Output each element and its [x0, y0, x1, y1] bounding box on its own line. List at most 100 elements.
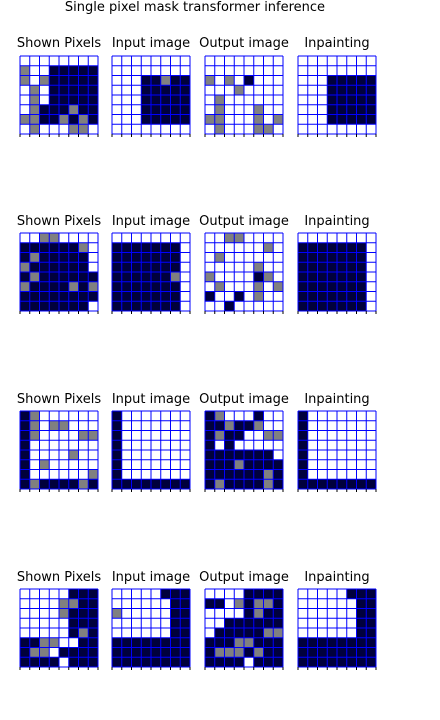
pixel-cell — [141, 450, 151, 460]
pixel-cell — [112, 469, 122, 480]
pixel-cell — [317, 657, 328, 667]
pixel-cell — [224, 479, 235, 489]
pixel-cell — [170, 440, 181, 450]
pixel-cell — [307, 65, 318, 76]
pixel-cell — [160, 291, 171, 302]
pixel-cell — [151, 420, 161, 431]
pixel-cell — [49, 262, 59, 272]
pixel-cell — [244, 252, 254, 263]
pixel-cell — [337, 479, 347, 489]
pixel-cell — [263, 647, 274, 658]
pixel-cell — [234, 242, 244, 253]
pixel-cell — [317, 469, 328, 480]
pixel-cell — [205, 459, 215, 470]
pixel-cell — [337, 301, 347, 311]
pixel-cell — [160, 479, 171, 489]
pixel-cell — [366, 637, 376, 648]
pixel-cell — [160, 242, 171, 253]
pixel-cell — [273, 272, 283, 282]
pixel-cell — [356, 272, 367, 282]
pixel-cell — [205, 608, 215, 619]
pixel-cell — [327, 75, 337, 86]
pixel-cell — [131, 85, 142, 95]
pixel-cell — [160, 114, 171, 125]
input-image-title: Input image — [111, 214, 191, 229]
pixel-cell — [49, 637, 59, 648]
pixel-cell — [170, 411, 181, 421]
pixel-cell — [121, 301, 132, 311]
pixel-cell — [68, 104, 79, 115]
pixel-cell — [307, 598, 318, 609]
pixel-cell — [141, 242, 151, 253]
pixel-cell — [49, 430, 59, 441]
pixel-cell — [263, 469, 274, 480]
pixel-cell — [337, 618, 347, 628]
pixel-cell — [78, 459, 89, 470]
pixel-cell — [68, 618, 79, 628]
pixel-cell — [131, 75, 142, 86]
pixel-cell — [224, 252, 235, 263]
pixel-cell — [234, 647, 244, 658]
pixel-cell — [112, 450, 122, 460]
inpainting-title: Inpainting — [304, 392, 370, 407]
inpainting-title: Inpainting — [304, 570, 370, 585]
pixel-cell — [214, 589, 225, 599]
pixel-cell — [68, 291, 79, 302]
pixel-cell — [78, 104, 89, 115]
pixel-cell — [49, 95, 59, 105]
pixel-cell — [20, 56, 30, 66]
pixel-cell — [68, 114, 79, 125]
pixel-cell — [337, 598, 347, 609]
pixel-cell — [151, 233, 161, 243]
pixel-cell — [20, 608, 30, 619]
pixel-cell — [234, 65, 244, 76]
pixel-cell — [29, 618, 40, 628]
pixel-cell — [273, 647, 283, 658]
pixel-cell — [244, 291, 254, 302]
pixel-cell — [49, 124, 59, 134]
pixel-cell — [327, 281, 337, 292]
pixel-cell — [346, 608, 357, 619]
pixel-cell — [337, 608, 347, 619]
pixel-cell — [88, 242, 98, 253]
pixel-cell — [346, 65, 357, 76]
pixel-cell — [20, 65, 30, 76]
pixel-cell — [141, 420, 151, 431]
pixel-cell — [121, 469, 132, 480]
pixel-cell — [356, 104, 367, 115]
pixel-cell — [205, 647, 215, 658]
pixel-cell — [112, 647, 122, 658]
pixel-cell — [298, 65, 308, 76]
pixel-cell — [68, 124, 79, 134]
pixel-cell — [224, 56, 235, 66]
pixel-cell — [20, 291, 30, 302]
pixel-cell — [160, 589, 171, 599]
pixel-cell — [356, 301, 367, 311]
pixel-cell — [180, 657, 190, 667]
pixel-cell — [49, 242, 59, 253]
pixel-cell — [49, 628, 59, 638]
pixel-cell — [253, 281, 264, 292]
pixel-cell — [141, 56, 151, 66]
pixel-cell — [59, 628, 69, 638]
pixel-cell — [253, 114, 264, 125]
pixel-cell — [214, 85, 225, 95]
pixel-cell — [20, 95, 30, 105]
pixel-cell — [88, 65, 98, 76]
pixel-cell — [337, 589, 347, 599]
pixel-cell — [131, 262, 142, 272]
pixel-cell — [180, 479, 190, 489]
pixel-cell — [141, 291, 151, 302]
pixel-cell — [346, 124, 357, 134]
pixel-cell — [29, 56, 40, 66]
pixel-cell — [263, 262, 274, 272]
pixel-cell — [141, 628, 151, 638]
pixel-cell — [253, 242, 264, 253]
pixel-cell — [327, 618, 337, 628]
pixel-cell — [224, 598, 235, 609]
pixel-cell — [49, 104, 59, 115]
pixel-cell — [121, 450, 132, 460]
pixel-cell — [59, 104, 69, 115]
pixel-cell — [253, 85, 264, 95]
pixel-cell — [49, 469, 59, 480]
